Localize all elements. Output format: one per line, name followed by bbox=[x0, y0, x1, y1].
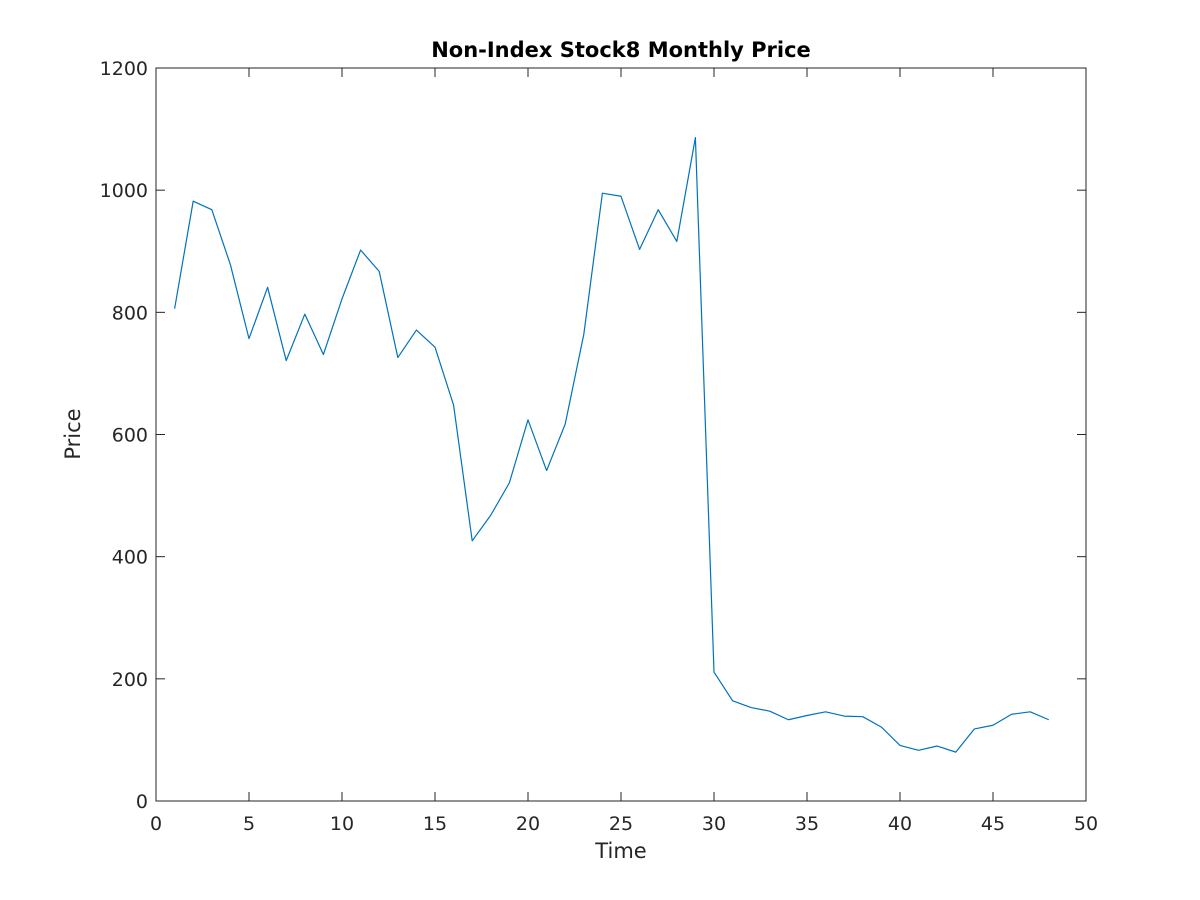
x-tick-label: 20 bbox=[516, 813, 540, 835]
x-tick-label: 40 bbox=[888, 813, 912, 835]
y-tick-label: 200 bbox=[112, 669, 148, 691]
y-tick-label: 0 bbox=[136, 791, 148, 813]
x-axis-title: Time bbox=[594, 839, 646, 863]
y-tick-label: 600 bbox=[112, 425, 148, 447]
y-tick-label: 1200 bbox=[100, 58, 148, 80]
y-tick-label: 800 bbox=[112, 302, 148, 324]
series-line-1 bbox=[174, 137, 1050, 753]
series-layer bbox=[174, 137, 1050, 753]
x-tick-label: 10 bbox=[330, 813, 354, 835]
y-tick-label: 400 bbox=[112, 547, 148, 569]
chart-title: Non-Index Stock8 Monthly Price bbox=[431, 38, 811, 62]
x-tick-label: 50 bbox=[1074, 813, 1098, 835]
x-tick-label: 25 bbox=[609, 813, 633, 835]
x-tick-label: 30 bbox=[702, 813, 726, 835]
x-tick-label: 35 bbox=[795, 813, 819, 835]
x-tick-label: 15 bbox=[423, 813, 447, 835]
x-tick-label: 5 bbox=[243, 813, 255, 835]
x-tick-label: 45 bbox=[981, 813, 1005, 835]
x-tick-label: 0 bbox=[150, 813, 162, 835]
y-tick-label: 1000 bbox=[100, 180, 148, 202]
axes-layer: 0 5 10 15 20 25 30 35 40 45 50 0 200 400 600 800 1000 120… bbox=[100, 58, 1098, 835]
y-axis-title: Price bbox=[61, 408, 85, 459]
plot-area bbox=[156, 68, 1086, 801]
